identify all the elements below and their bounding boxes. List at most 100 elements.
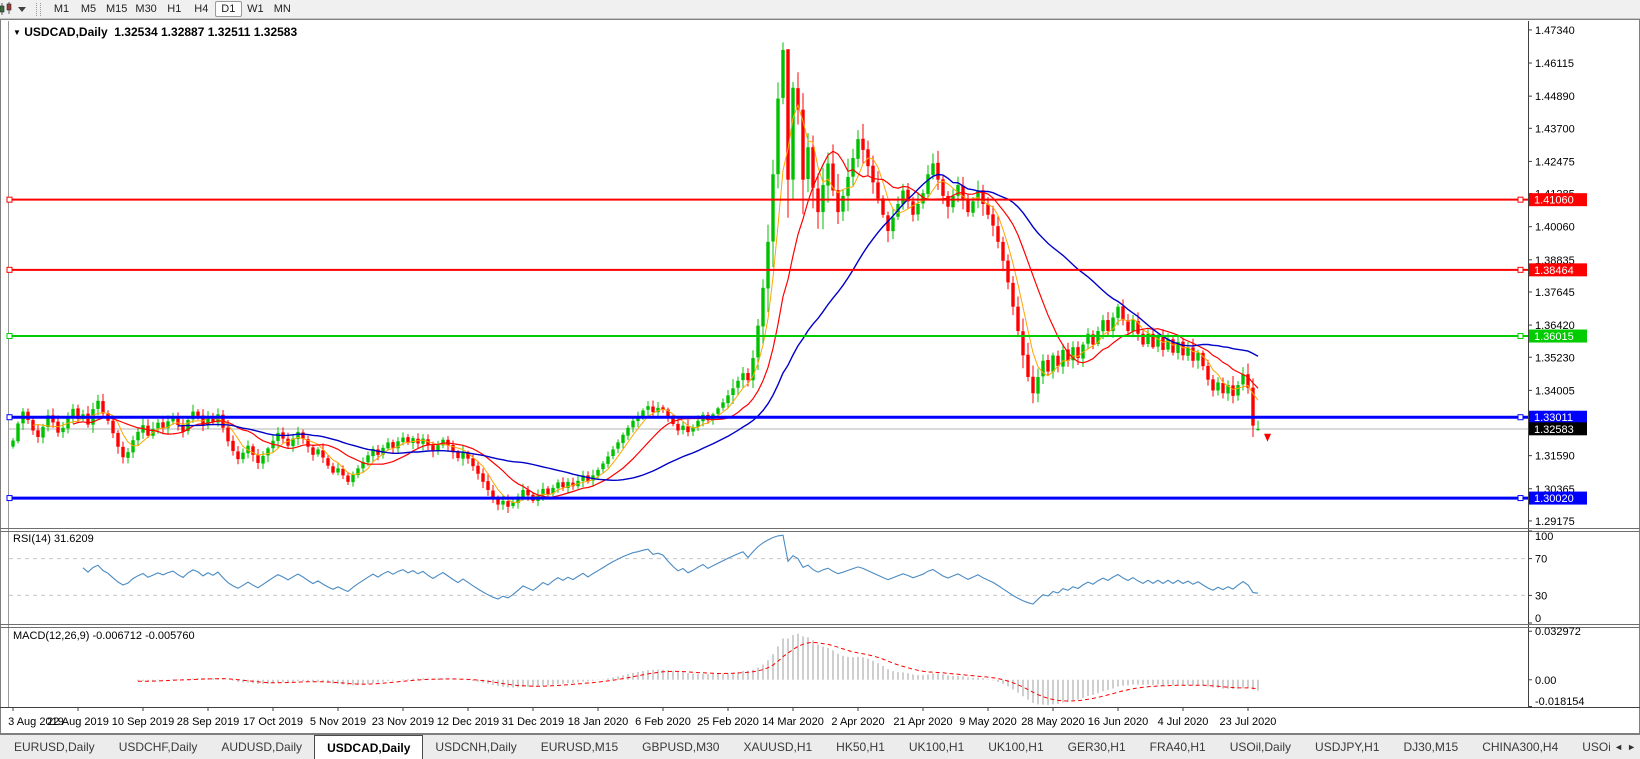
timeframe-button-M15[interactable]: M15 xyxy=(106,3,128,15)
price-badge-1.36015 xyxy=(1529,329,1587,343)
timeframe-button-M5[interactable]: M5 xyxy=(80,3,97,15)
rsi-tick-label: 30 xyxy=(1535,590,1547,602)
timeframe-button-MN[interactable]: MN xyxy=(273,3,291,15)
timeframe-button-M30[interactable]: M30 xyxy=(135,3,157,15)
hline-handle-left[interactable] xyxy=(6,495,13,502)
title-collapse-icon[interactable]: ▼ xyxy=(13,28,21,37)
price-badge-label: 1.30020 xyxy=(1534,493,1574,505)
hline-handle-left[interactable] xyxy=(6,414,13,421)
timeframe-buttons: M1 M5 M15 M30 H1 H4 D1 W1 MN xyxy=(48,1,296,17)
hline-handle-right[interactable] xyxy=(1517,333,1524,340)
macd-signal-line[interactable] xyxy=(137,641,1259,702)
date-tick-label: 21 Apr 2020 xyxy=(893,716,952,728)
hline-handle-left[interactable] xyxy=(6,196,13,203)
date-tick-label: 17 Oct 2019 xyxy=(243,716,303,728)
tab-USOil-H4[interactable]: USOil,H4 xyxy=(1582,740,1611,754)
date-tick-label: 14 Mar 2020 xyxy=(762,716,824,728)
date-tick-label: 2 Apr 2020 xyxy=(831,716,884,728)
tab-USDCHF-Daily[interactable]: USDCHF,Daily xyxy=(118,740,198,754)
tab-scroll-left-icon[interactable]: ◄ xyxy=(1614,742,1624,752)
price-drop-arrow-icon xyxy=(1264,433,1271,442)
ohlc-quote-label: 1.32534 1.32887 1.32511 1.32583 xyxy=(114,25,298,39)
timeframe-button-M1[interactable]: M1 xyxy=(53,3,70,15)
date-tick-label: 28 Sep 2019 xyxy=(177,716,239,728)
date-tick-label: 9 May 2020 xyxy=(959,716,1016,728)
price-badge-1.38464 xyxy=(1529,263,1587,277)
macd-indicator-label: MACD(12,26,9) -0.006712 -0.005760 xyxy=(13,630,195,642)
price-badge-label: 1.38464 xyxy=(1534,265,1574,277)
symbol-period-label: USDCAD,Daily xyxy=(24,25,108,39)
date-tick-label: 5 Nov 2019 xyxy=(310,716,366,728)
price-tick-label: 1.42475 xyxy=(1535,156,1575,168)
tab-USOil-Daily[interactable]: USOil,Daily xyxy=(1229,740,1292,754)
tab-USDCNH-Daily[interactable]: USDCNH,Daily xyxy=(435,740,517,754)
tab-scroll-arrows: ◄ ► xyxy=(1610,735,1640,759)
rsi-tick-label: 100 xyxy=(1535,531,1553,543)
date-tick-label: 10 Sep 2019 xyxy=(112,716,174,728)
price-tick-label: 1.36420 xyxy=(1535,320,1575,332)
date-tick-label: 22 Aug 2019 xyxy=(47,716,109,728)
date-tick-label: 16 Jun 2020 xyxy=(1088,716,1149,728)
rsi-line[interactable] xyxy=(82,534,1259,605)
date-tick-label: 31 Dec 2019 xyxy=(502,716,564,728)
hline-handle-right[interactable] xyxy=(1517,414,1524,421)
timeframe-button-H1[interactable]: H1 xyxy=(167,3,182,15)
macd-tick-label: 0.032972 xyxy=(1535,626,1581,638)
price-badge-1.30020 xyxy=(1529,491,1587,505)
price-badge-1.33011 xyxy=(1529,410,1587,424)
price-badge-label: 1.33011 xyxy=(1534,412,1573,424)
hline-handle-right[interactable] xyxy=(1517,495,1524,502)
chart-tabs: EURUSD,Daily USDCHF,Daily AUDUSD,Daily USDC… xyxy=(0,735,1610,759)
candlestick-glyph-icon xyxy=(0,2,12,15)
hline-handle-right[interactable] xyxy=(1517,196,1524,203)
tab-UK100-H1[interactable]: UK100,H1 xyxy=(988,740,1044,754)
date-tick-label: 25 Feb 2020 xyxy=(697,716,759,728)
timeframe-button-H4[interactable]: H4 xyxy=(194,3,209,15)
date-tick-label: 18 Jan 2020 xyxy=(568,716,629,728)
tab-AUDUSD-Daily[interactable]: AUDUSD,Daily xyxy=(221,740,303,754)
hline-handle-left[interactable] xyxy=(6,333,13,340)
tab-XAUUSD-H1[interactable]: XAUUSD,H1 xyxy=(743,740,813,754)
toolbar-grip[interactable] xyxy=(36,2,41,16)
tab-GER30-H1[interactable]: GER30,H1 xyxy=(1067,740,1126,754)
date-tick-label: 6 Feb 2020 xyxy=(635,716,691,728)
macd-tick-label: -0.018154 xyxy=(1535,696,1585,708)
price-badge-1.41060 xyxy=(1529,193,1587,207)
hline-handle-right[interactable] xyxy=(1517,266,1524,273)
price-tick-label: 1.47340 xyxy=(1535,25,1575,37)
tab-USDJPY-H1[interactable]: USDJPY,H1 xyxy=(1315,740,1380,754)
price-tick-label: 1.34005 xyxy=(1535,385,1575,397)
price-tick-label: 1.46115 xyxy=(1535,58,1574,70)
price-tick-label: 1.35230 xyxy=(1535,352,1575,364)
date-tick-label: 12 Dec 2019 xyxy=(437,716,499,728)
rsi-tick-label: 0 xyxy=(1535,613,1541,625)
tab-FRA40-H1[interactable]: FRA40,H1 xyxy=(1149,740,1206,754)
tab-GBPUSD-M30[interactable]: GBPUSD,M30 xyxy=(642,740,720,754)
tab-scroll-right-icon[interactable]: ► xyxy=(1627,742,1636,752)
tab-CHINA300-H4[interactable]: CHINA300,H4 xyxy=(1482,740,1559,754)
chart-tool-icon[interactable] xyxy=(0,1,30,18)
tab-UK100-H1[interactable]: UK100,H1 xyxy=(908,740,965,754)
tab-DJ30-M15[interactable]: DJ30,M15 xyxy=(1403,740,1459,754)
hline-handle-left[interactable] xyxy=(6,266,13,273)
macd-tick-label: 0.00 xyxy=(1535,675,1556,687)
tab-EURUSD-Daily[interactable]: EURUSD,Daily xyxy=(14,740,95,754)
toolbar: M1 M5 M15 M30 H1 H4 D1 W1 MN xyxy=(0,0,1640,19)
date-tick-label: 28 May 2020 xyxy=(1021,716,1085,728)
current-price-badge xyxy=(1529,422,1587,436)
timeframe-button-W1[interactable]: W1 xyxy=(247,3,264,15)
ma-mid-line[interactable] xyxy=(72,150,1259,498)
tab-USDCAD-Daily[interactable]: USDCAD,Daily xyxy=(314,735,424,759)
price-tick-label: 1.29175 xyxy=(1535,516,1575,528)
date-tick-label: 23 Nov 2019 xyxy=(372,716,434,728)
chart-canvas[interactable]: 1.473401.461151.448901.437001.424751.412… xyxy=(0,19,1640,734)
price-badge-label: 1.41060 xyxy=(1534,195,1574,207)
price-tick-label: 1.31590 xyxy=(1535,451,1575,463)
tab-HK50-H1[interactable]: HK50,H1 xyxy=(836,740,885,754)
ma-fast-line[interactable] xyxy=(32,103,1259,504)
price-tick-label: 1.37645 xyxy=(1535,287,1575,299)
timeframe-button-D1[interactable]: D1 xyxy=(214,1,242,17)
current-price-label: 1.32583 xyxy=(1534,424,1574,436)
tab-EURUSD-M15[interactable]: EURUSD,M15 xyxy=(540,740,619,754)
